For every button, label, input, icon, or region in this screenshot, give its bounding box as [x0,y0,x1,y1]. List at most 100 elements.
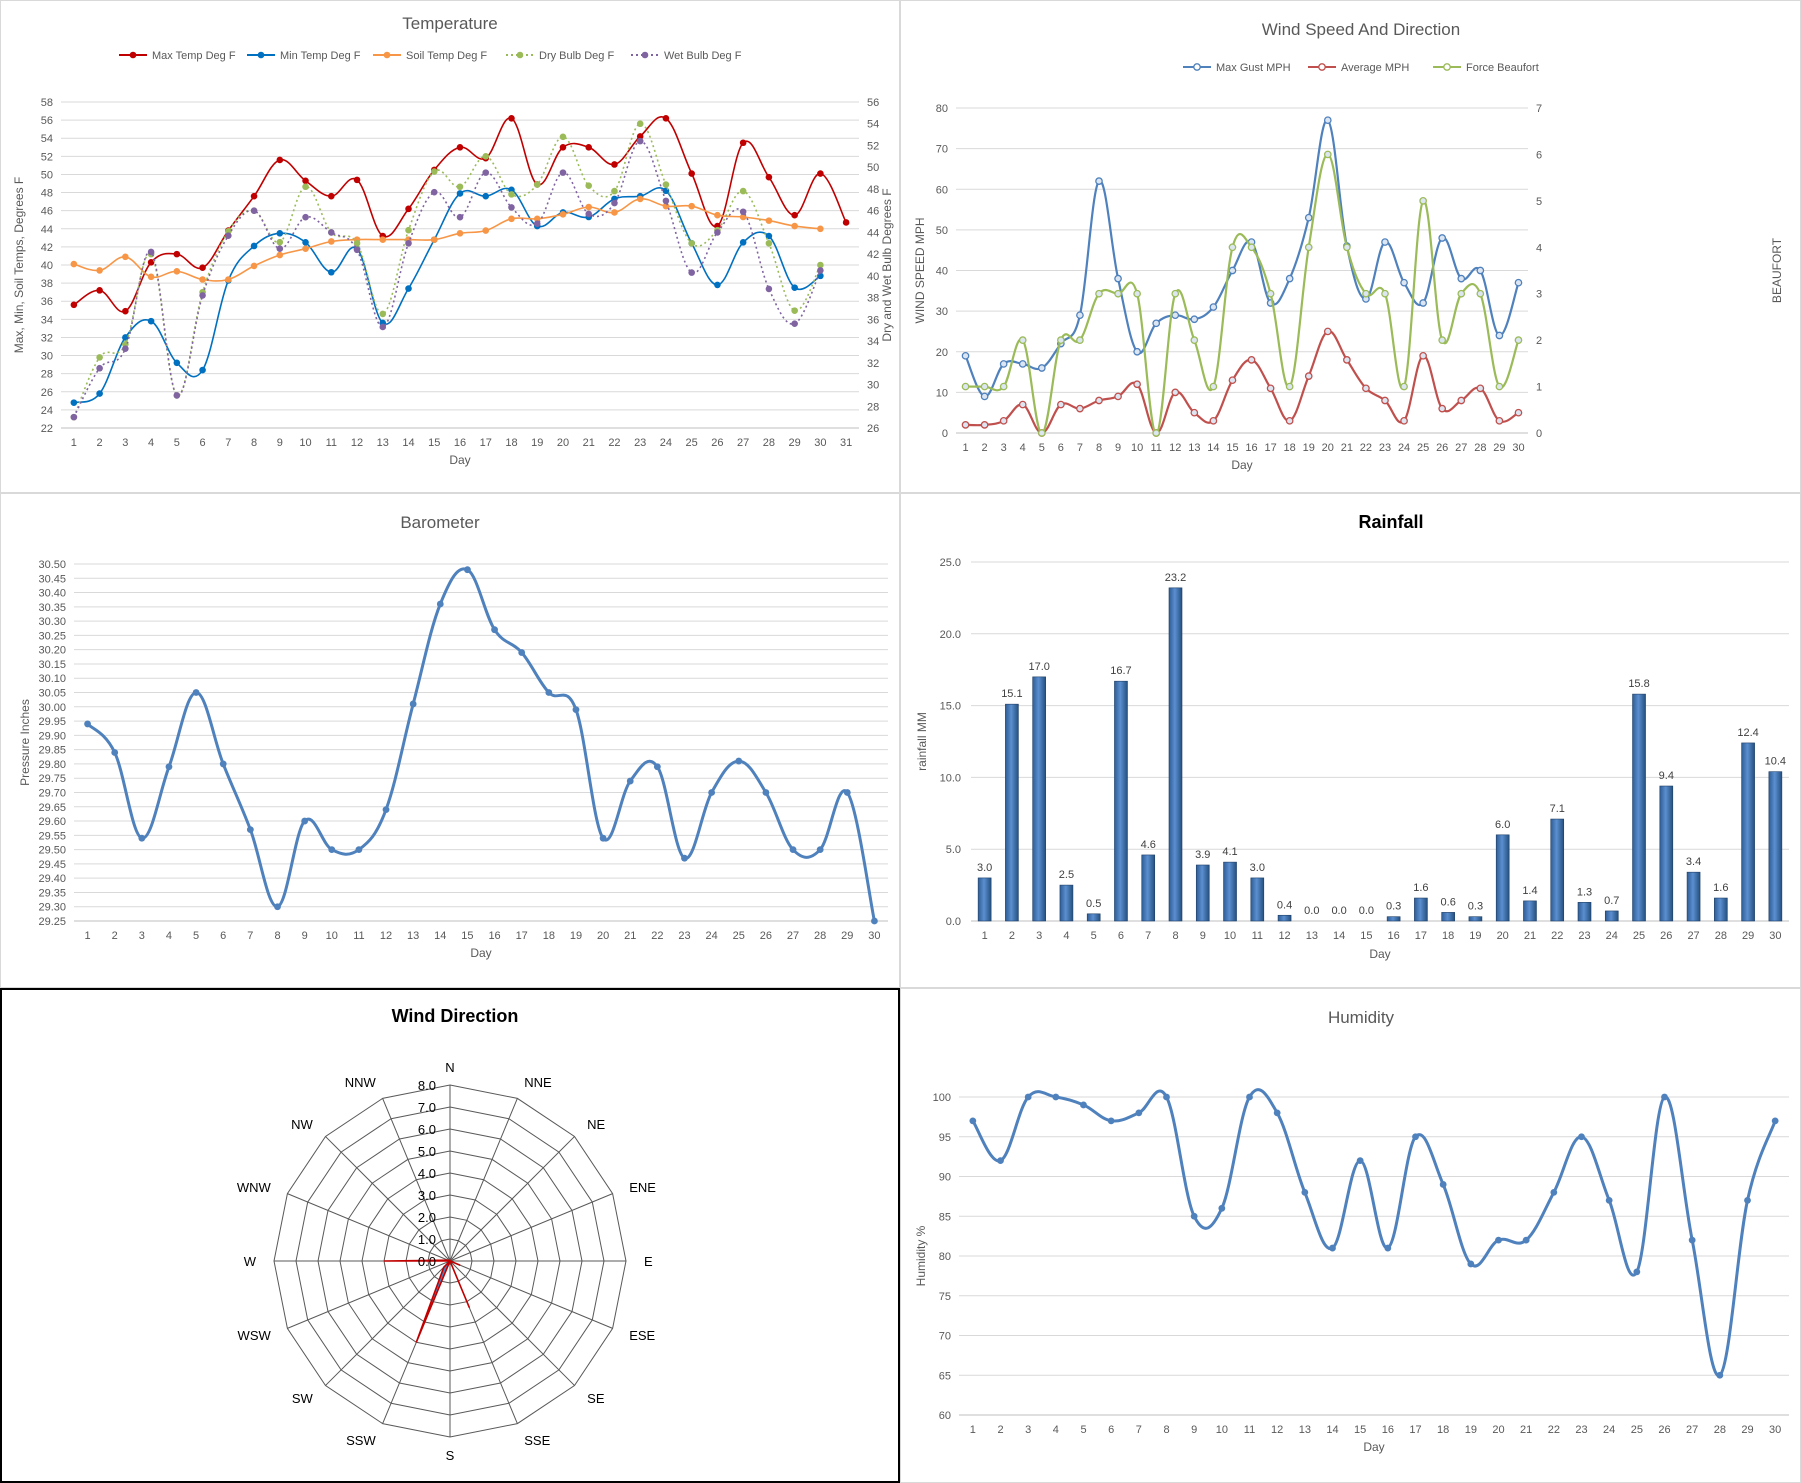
temperature-y-tick-label: 58 [41,97,53,109]
humidity-series-line-0 [971,1088,1777,1377]
rainfall-bar [1059,884,1074,922]
rainfall-x-axis-title: Day [1369,947,1390,961]
temperature-data-point [817,267,824,274]
radar-category-label: W [244,1254,257,1269]
temperature-y2-tick-label: 42 [867,249,879,261]
rainfall-data-label: 3.4 [1686,856,1701,868]
barometer-x-tick-label: 28 [814,930,826,942]
temperature-y-tick-label: 46 [41,206,53,218]
temperature-y-tick-label: 32 [41,332,53,344]
barometer-y-tick-label: 29.50 [38,845,66,857]
barometer-y-tick-label: 29.70 [38,787,66,799]
temperature-y-tick-label: 28 [41,369,53,381]
humidity-y-tick-label: 70 [939,1331,951,1343]
barometer-data-point [246,826,254,834]
temperature-data-point [96,354,103,361]
rainfall-data-label: 3.0 [1250,862,1265,874]
barometer-x-tick-label: 9 [302,930,308,942]
humidity-x-tick-label: 11 [1244,1424,1255,1436]
temperature-data-point [276,230,284,237]
temperature-y-tick-label: 52 [41,151,53,163]
temperature-x-tick-label: 20 [557,437,569,449]
temperature-data-point [482,169,490,176]
humidity-y-tick-label: 75 [939,1291,951,1303]
temperature-x-tick-label: 12 [351,437,363,449]
barometer-data-point [572,706,580,714]
humidity-x-tick-label: 7 [1136,1424,1142,1436]
wind-data-point [1323,116,1332,125]
wind-x-tick-label: 7 [1077,442,1083,454]
temperature-series-line-3 [73,122,822,418]
rainfall-data-label: 2.5 [1059,869,1074,881]
barometer-data-point [328,846,336,853]
rainfall-data-label: 1.6 [1713,882,1728,894]
wind-data-point [1247,356,1256,364]
humidity-chart-panel: Humidity 60 65 70 75 80 85 90 95 100 1 2 3 4 5 6 7 8 9 10 11… [900,988,1801,1483]
wind-data-point [1400,416,1408,425]
temperature-legend-marker [383,51,391,59]
temperature-x-tick-label: 2 [97,437,103,449]
temperature-data-point [559,210,567,218]
humidity-data-point [1356,1157,1364,1164]
wind-legend-marker [1443,63,1451,71]
wind-data-point [1076,336,1084,344]
radar-spoke [287,1193,451,1262]
temperature-data-point [817,261,824,269]
rainfall-data-label: 0.4 [1277,899,1292,911]
barometer-y-tick-label: 29.40 [38,873,66,885]
wind-x-tick-label: 14 [1207,442,1219,454]
wind-chart-panel: Wind Speed And Direction 0 10 20 30 40 50 60 70 8… [900,0,1801,493]
temperature-data-point [96,364,103,372]
rainfall-x-tick-label: 10 [1224,930,1236,942]
wind-y2-tick-label: 3 [1536,289,1542,301]
humidity-x-tick-label: 14 [1326,1424,1338,1436]
temperature-legend-marker [516,51,524,59]
wind-data-point [1266,289,1275,298]
temperature-data-point [147,317,155,325]
temperature-y-tick-label: 48 [41,188,53,200]
barometer-x-tick-label: 21 [624,930,636,942]
temperature-x-tick-label: 5 [174,437,180,449]
wind-data-point [1133,347,1141,356]
wind-data-point [1152,429,1161,437]
wind-data-point [961,382,970,391]
temperature-data-point [662,115,670,122]
rainfall-data-label: 0.3 [1468,901,1483,913]
wind-data-point [1438,234,1447,242]
barometer-data-point [409,700,417,708]
barometer-y-tick-label: 29.75 [38,773,66,785]
temperature-data-point [96,267,103,274]
temperature-data-point [688,170,695,177]
barometer-x-tick-label: 18 [543,930,555,942]
temperature-legend-label-3: Dry Bulb Deg F [539,50,614,62]
wind-data-point [1304,372,1313,380]
wind-y2-tick-label: 1 [1536,382,1542,394]
temperature-data-point [379,310,387,318]
humidity-x-tick-label: 21 [1520,1424,1532,1436]
temperature-data-point [765,239,773,247]
wind-data-point [1037,364,1046,372]
barometer-data-point [165,763,173,771]
wind-x-tick-label: 11 [1150,442,1161,454]
humidity-y-tick-label: 100 [933,1092,951,1104]
radar-category-label: NNW [345,1075,377,1090]
temperature-legend-marker [641,51,649,59]
humidity-x-tick-label: 30 [1769,1424,1781,1436]
humidity-x-tick-label: 2 [997,1424,1003,1436]
wind-data-point [1037,429,1046,437]
barometer-x-tick-label: 12 [380,930,392,942]
temperature-x-tick-label: 13 [377,437,389,449]
wind-x-tick-label: 8 [1096,442,1102,454]
wind-x-tick-label: 23 [1379,442,1391,454]
temperature-x-tick-label: 18 [505,437,517,449]
barometer-x-tick-label: 5 [193,930,199,942]
rainfall-y-tick-label: 5.0 [946,844,961,856]
barometer-data-point [219,760,227,768]
temperature-data-point [147,258,155,266]
barometer-x-tick-label: 19 [570,930,582,942]
temperature-data-point [70,413,78,421]
temperature-x-tick-label: 28 [763,437,775,449]
temperature-data-point [276,245,284,252]
temperature-y2-tick-label: 38 [867,293,879,305]
rainfall-bar [1604,910,1619,922]
